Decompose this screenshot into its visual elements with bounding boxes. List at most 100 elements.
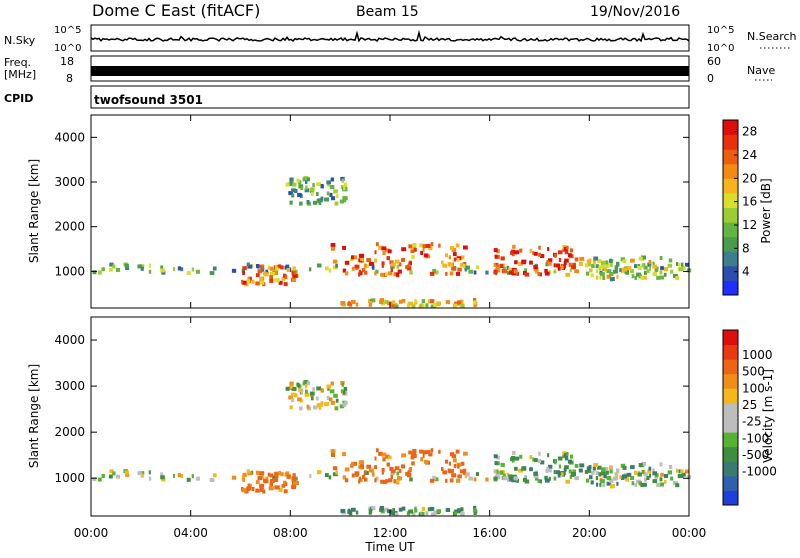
power-echo-cell: [401, 257, 405, 262]
power-echo-cell: [242, 266, 247, 271]
power-echo-cell: [656, 275, 661, 280]
power-echo-cell: [374, 250, 377, 255]
power-echo-cell: [496, 249, 500, 254]
velocity-echo-cell: [646, 476, 650, 480]
power-echo-cell: [293, 273, 298, 278]
power-echo-cell: [291, 278, 297, 282]
velocity-echo-cell: [283, 489, 288, 494]
velocity-echo-cell: [571, 472, 576, 476]
velocity-colorbar-frame: [722, 329, 739, 506]
power-echo-cell: [341, 178, 344, 183]
power-echo-cell: [358, 272, 361, 277]
velocity-echo-cell: [473, 511, 477, 515]
power-echo-cell: [385, 272, 389, 277]
velocity-colorbar-tick-label: -25: [742, 415, 762, 429]
power-panel: 1000 2000 3000 4000 Slant Range [km]: [27, 114, 692, 309]
power-echo-cell: [397, 269, 402, 274]
power-echo-cell: [436, 301, 441, 306]
velocity-echo-cell: [625, 477, 629, 482]
velocity-echo-cell: [391, 469, 396, 474]
velocity-echo-cell: [386, 462, 390, 467]
power-echo-cell: [255, 273, 260, 278]
power-echo-cell: [335, 263, 338, 268]
velocity-echo-cell: [631, 481, 635, 486]
velocity-echo-cell: [616, 481, 619, 486]
power-echo-cell: [421, 304, 425, 309]
velocity-echo-cell: [455, 449, 460, 454]
power-echo-cell: [381, 246, 387, 251]
velocity-echo-cell: [539, 479, 542, 484]
power-echo-cell: [646, 269, 650, 274]
velocity-echo-cell: [466, 472, 470, 477]
velocity-echo-cell: [493, 476, 498, 481]
power-echo-cell: [670, 269, 674, 274]
velocity-echo-cell: [330, 397, 333, 402]
velocity-echo-cell: [328, 475, 332, 480]
velocity-echo-cell: [326, 384, 331, 389]
velocity-echo-cell: [438, 449, 441, 454]
velocity-echo-cell: [609, 484, 613, 489]
power-echo-cell: [302, 177, 306, 182]
velocity-echo-cell: [600, 479, 605, 484]
velocity-echo-cell: [263, 478, 267, 483]
velocity-echo-cell: [408, 509, 414, 514]
velocity-echo-cell: [394, 466, 400, 471]
velocity-echo-cell: [281, 483, 286, 488]
power-colorbar-segment: [723, 222, 738, 238]
power-echo-cell: [462, 262, 467, 266]
velocity-colorbar-segment: [723, 388, 738, 404]
beam-label: Beam 15: [356, 4, 419, 20]
power-colorbar-segment: [723, 251, 738, 267]
power-echo-cell: [571, 265, 576, 270]
power-echo-cell: [324, 197, 329, 202]
power-echo-cell: [304, 188, 310, 193]
power-echo-cell: [173, 267, 176, 272]
velocity-echo-cell: [630, 465, 635, 470]
power-echo-cell: [584, 263, 589, 268]
velocity-echo-cell: [555, 470, 561, 475]
velocity-echo-cell: [652, 479, 658, 484]
velocity-echo-cell: [291, 392, 296, 397]
velocity-echo-cell: [242, 477, 245, 482]
xtick-label: 04:00: [173, 526, 208, 540]
power-echo-cell: [246, 279, 250, 284]
power-echo-cell: [529, 260, 533, 265]
power-echo-cell: [283, 282, 288, 287]
power-echo-cell: [473, 270, 477, 275]
xtick-label: 00:00: [672, 526, 707, 540]
velocity-echo-cell: [257, 476, 263, 481]
velocity-echo-cell: [506, 472, 510, 477]
power-echo-cell: [473, 298, 477, 303]
power-colorbar-segment: [723, 236, 738, 252]
velocity-echo-cell: [401, 506, 406, 511]
velocity-echo-cell: [405, 471, 408, 476]
velocity-echo-cell: [309, 391, 315, 396]
power-echo-cell: [329, 185, 335, 189]
velocity-echo-cell: [638, 481, 642, 486]
velocity-echo-cell: [433, 510, 437, 515]
power-echo-cell: [648, 260, 652, 264]
power-echo-cell: [514, 260, 518, 265]
power-echo-cell: [675, 276, 680, 281]
power-echo-cell: [631, 274, 635, 279]
velocity-echo-cell: [670, 476, 674, 481]
velocity-echo-cell: [667, 470, 672, 475]
velocity-echo-cell: [330, 400, 336, 405]
velocity-echo-cell: [297, 397, 302, 402]
power-echo-cell: [386, 256, 390, 261]
power-echo-cell: [630, 269, 635, 274]
velocity-echo-cell: [392, 508, 396, 513]
power-echo-cell: [330, 243, 336, 247]
power-echo-cell: [591, 264, 595, 269]
velocity-echo-cell: [508, 474, 513, 479]
velocity-echo-cell: [425, 450, 431, 455]
velocity-echo-cell: [318, 405, 322, 410]
velocity-echo-cell: [364, 477, 368, 482]
power-echo-cell: [605, 260, 609, 265]
velocity-echo-cell: [109, 469, 114, 474]
velocity-echo-cell: [358, 476, 361, 481]
velocity-echo-cell: [291, 478, 295, 483]
power-echo-cell: [411, 254, 415, 259]
velocity-echo-cell: [173, 473, 176, 478]
velocity-echo-cell: [347, 509, 352, 514]
